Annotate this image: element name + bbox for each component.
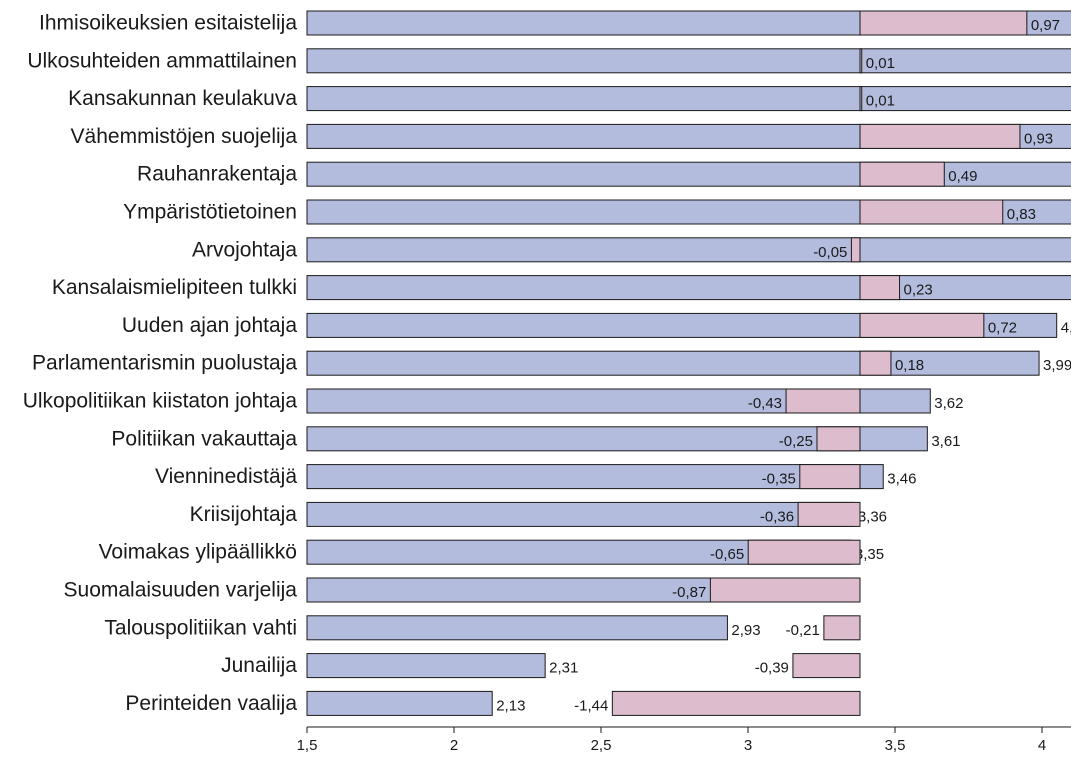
x-axis: 1,522,533,544,55 — [297, 726, 1071, 754]
diff-bar — [785, 388, 861, 414]
diff-value-label: -0,05 — [813, 244, 847, 261]
main-value-label: 2,13 — [496, 697, 525, 714]
diff-bar — [797, 501, 861, 527]
main-bar — [306, 653, 546, 679]
diff-value-label: -0,65 — [710, 546, 744, 563]
category-label: Talouspolitiikan vahti — [104, 616, 297, 639]
category-label: Rauhanrakentaja — [137, 163, 297, 186]
diff-bar — [816, 426, 861, 452]
category-label: Kansakunnan keulakuva — [68, 87, 297, 110]
category-label: Ihmisoikeuksien esitaistelija — [39, 12, 297, 35]
main-bar — [306, 237, 1071, 263]
diff-value-label: 0,01 — [866, 93, 895, 110]
diff-value-label: -0,36 — [760, 508, 794, 525]
x-tick-label: 4 — [1038, 737, 1046, 754]
category-label: Parlamentarismin puolustaja — [32, 352, 297, 375]
category-label: Uuden ajan johtaja — [122, 314, 297, 337]
x-tick-label: 2,5 — [591, 737, 612, 754]
main-bar — [306, 577, 784, 603]
main-value-label: 2,93 — [731, 622, 760, 639]
diff-value-label: -0,35 — [762, 471, 796, 488]
diff-bar — [859, 275, 901, 301]
diff-bar — [792, 653, 861, 679]
x-tick-label: 2 — [450, 737, 458, 754]
x-tick-label: 3,5 — [885, 737, 906, 754]
diff-value-labels: 0,97 0,01 0,01 0,93 0,49 0,83 -0,05 0,23 0,72 0,1… — [574, 17, 1060, 714]
category-label: Kriisijohtaja — [190, 503, 298, 526]
diff-bar — [850, 237, 861, 263]
main-bar — [306, 48, 1071, 74]
main-value-label: 3,62 — [934, 395, 963, 412]
diff-value-label: -0,39 — [755, 660, 789, 677]
category-label: Ulkopolitiikan kiistaton johtaja — [23, 390, 298, 413]
main-value-labels: 4,74,574,574,564,544,474,354,254,053,993… — [496, 319, 1071, 714]
category-label: Ympäristötietoinen — [123, 201, 297, 224]
category-label: Ulkosuhteiden ammattilainen — [27, 49, 297, 72]
diff-value-label: 0,93 — [1024, 130, 1053, 147]
main-value-label: 3,46 — [887, 471, 916, 488]
category-label: Junailija — [221, 654, 297, 677]
diff-bar — [747, 539, 861, 565]
diff-bar — [859, 123, 1021, 149]
main-bar — [306, 86, 1071, 112]
main-value-label: 3,99 — [1043, 357, 1071, 374]
main-value-label: 4,05 — [1061, 319, 1071, 336]
diff-bar — [823, 615, 861, 641]
diff-value-label: 0,23 — [904, 282, 933, 299]
diff-bar — [611, 690, 861, 716]
diff-value-label: 0,83 — [1007, 206, 1036, 223]
main-bar — [306, 615, 728, 641]
main-bar — [306, 464, 884, 490]
category-label: Politiikan vakauttaja — [111, 427, 297, 450]
diff-value-label: -1,44 — [574, 697, 608, 714]
diff-value-label: 0,97 — [1031, 17, 1060, 34]
category-label: Suomalaisuuden varjelija — [64, 579, 298, 602]
diff-bar — [799, 464, 861, 490]
main-value-label: 3,36 — [858, 508, 887, 525]
category-label: Arvojohtaja — [192, 238, 297, 261]
main-value-label: 2,31 — [549, 660, 578, 677]
category-label: Kansalaismielipiteen tulkki — [52, 276, 297, 299]
main-bars — [306, 10, 1071, 716]
diff-value-label: 0,18 — [895, 357, 924, 374]
diff-bar — [859, 48, 863, 74]
category-label: Vienninedistäjä — [155, 465, 297, 488]
diff-bar — [859, 10, 1028, 36]
diff-value-label: 0,72 — [988, 319, 1017, 336]
diff-bar — [859, 86, 863, 112]
diff-value-label: -0,21 — [786, 622, 820, 639]
main-bar — [306, 690, 493, 716]
diff-value-label: -0,87 — [672, 584, 706, 601]
diff-value-label: -0,25 — [779, 433, 813, 450]
main-bar — [306, 350, 1040, 376]
x-tick-label: 3 — [744, 737, 752, 754]
diff-value-label: 0,49 — [948, 168, 977, 185]
diff-value-label: -0,43 — [748, 395, 782, 412]
diff-bar — [859, 350, 892, 376]
main-value-label: 3,35 — [855, 546, 884, 563]
diff-bars — [611, 10, 1028, 716]
main-bar — [306, 275, 1071, 301]
category-label: Vähemmistöjen suojelija — [71, 125, 298, 148]
category-label: Perinteiden vaalija — [125, 692, 297, 715]
diff-value-label: 0,01 — [866, 55, 895, 72]
x-tick-label: 1,5 — [297, 737, 318, 754]
category-label: Voimakas ylipäällikkö — [99, 541, 297, 564]
diff-bar — [859, 199, 1004, 225]
diff-bar — [859, 312, 985, 338]
diff-bar — [709, 577, 861, 603]
diff-bar — [859, 161, 945, 187]
category-labels: Ihmisoikeuksien esitaistelija Ulkosuhteid… — [23, 12, 298, 715]
main-value-label: 3,61 — [931, 433, 960, 450]
